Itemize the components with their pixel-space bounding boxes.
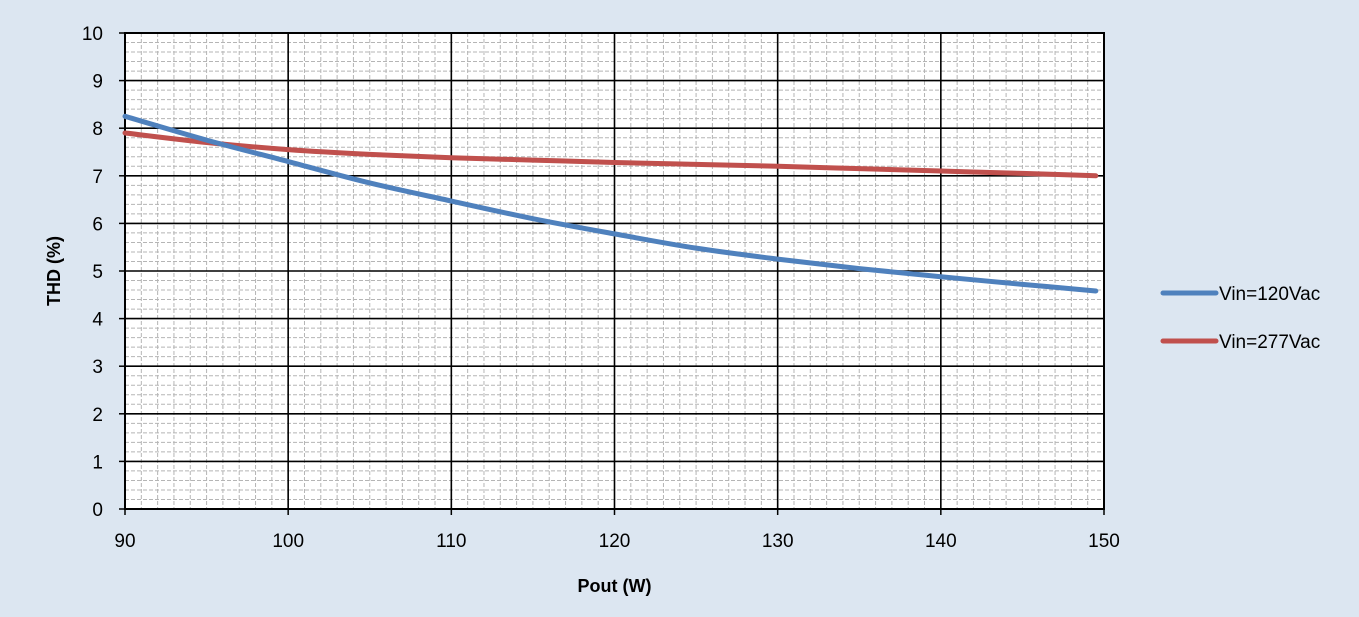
x-axis: 90 100 110 120 130 140 150: [114, 509, 1120, 552]
y-tick-label: 1: [92, 452, 103, 473]
series-layer: [122, 113, 1099, 294]
y-tick-label: 4: [92, 310, 103, 331]
x-tick-label: 90: [114, 531, 135, 552]
x-tick-label: 140: [925, 531, 957, 552]
y-tick-label: 0: [92, 500, 103, 521]
legend-label-vin-277vac: Vin=277Vac: [1219, 332, 1320, 353]
legend: Vin=120Vac Vin=277Vac: [1160, 284, 1320, 353]
x-axis-label: Pout (W): [578, 576, 652, 596]
y-tick-label: 2: [92, 405, 103, 426]
y-tick-label: 8: [92, 119, 103, 140]
y-axis: 0 1 2 3 4 5 6 7 8 9 10: [82, 24, 125, 521]
x-tick-label: 100: [272, 531, 304, 552]
y-tick-label: 3: [92, 357, 103, 378]
x-tick-label: 150: [1088, 531, 1120, 552]
y-tick-label: 9: [92, 72, 103, 93]
x-tick-label: 110: [436, 531, 466, 552]
y-tick-label: 7: [92, 167, 103, 188]
y-axis-label: THD (%): [44, 236, 64, 306]
y-tick-label: 5: [92, 262, 103, 283]
series-line-vin-120vac: [122, 113, 1099, 294]
y-tick-label: 10: [82, 24, 103, 45]
series-line-vin-277vac: [122, 130, 1099, 179]
x-tick-label: 120: [599, 531, 631, 552]
y-tick-label: 6: [92, 214, 103, 235]
x-tick-label: 130: [762, 531, 794, 552]
legend-label-vin-120vac: Vin=120Vac: [1219, 284, 1320, 305]
